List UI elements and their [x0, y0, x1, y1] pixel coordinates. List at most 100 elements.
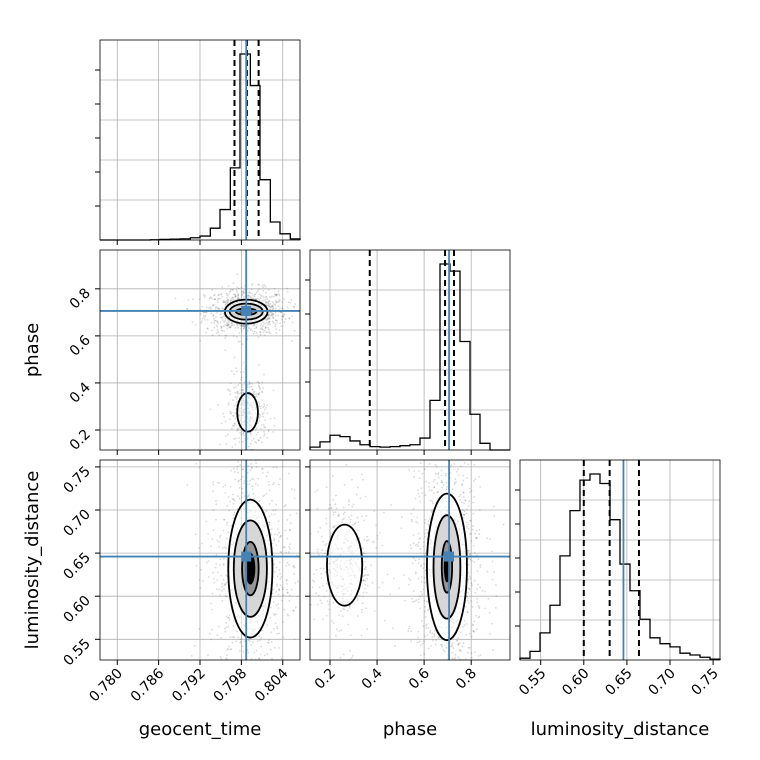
sample-point — [278, 561, 281, 564]
sample-point — [420, 487, 423, 490]
sample-point — [288, 600, 291, 602]
sample-point — [264, 426, 267, 429]
sample-point — [469, 491, 471, 494]
sample-point — [267, 323, 270, 326]
sample-point — [234, 478, 237, 481]
sample-point — [305, 570, 307, 572]
sample-point — [231, 296, 234, 299]
sample-point — [435, 639, 438, 642]
sample-point — [231, 636, 234, 638]
sample-point — [265, 319, 268, 322]
sample-point — [229, 418, 231, 420]
sample-point — [455, 453, 457, 455]
sample-point — [444, 472, 447, 475]
sample-point — [420, 620, 423, 622]
sample-point — [437, 473, 439, 475]
sample-point — [315, 592, 318, 595]
sample-point — [260, 428, 262, 430]
sample-point — [464, 499, 466, 501]
sample-point — [223, 627, 226, 630]
sample-point — [362, 579, 365, 581]
sample-point — [273, 563, 276, 566]
contour-line — [440, 540, 454, 594]
sample-point — [222, 529, 225, 532]
sample-point — [253, 293, 256, 296]
sample-point — [255, 462, 257, 465]
sample-point — [362, 575, 365, 578]
sample-point — [432, 704, 434, 706]
sample-point — [325, 614, 328, 617]
sample-point — [246, 437, 249, 440]
sample-point — [236, 391, 239, 394]
sample-point — [293, 638, 296, 641]
sample-point — [233, 423, 236, 426]
sample-point — [214, 319, 217, 322]
sample-point — [271, 305, 274, 308]
sample-point — [226, 324, 229, 327]
sample-point — [227, 496, 230, 498]
sample-point — [217, 331, 220, 334]
sample-point — [337, 513, 340, 515]
sample-point — [348, 516, 350, 519]
sample-point — [283, 321, 286, 324]
sample-point — [220, 326, 223, 328]
sample-point — [215, 563, 218, 565]
sample-point — [415, 599, 418, 602]
sample-point — [439, 644, 442, 646]
sample-point — [441, 481, 444, 484]
sample-point — [366, 628, 369, 631]
sample-point — [343, 608, 346, 611]
sample-point — [267, 314, 270, 317]
sample-point — [422, 642, 424, 645]
sample-point — [440, 701, 442, 703]
sample-point — [260, 327, 262, 329]
sample-point — [359, 497, 362, 500]
sample-point — [210, 440, 212, 442]
sample-point — [347, 623, 350, 626]
sample-point — [236, 390, 239, 393]
sample-point — [263, 430, 265, 433]
sample-point — [282, 595, 284, 597]
sample-point — [233, 704, 235, 706]
sample-point — [269, 617, 272, 619]
y-tick-label: 0.4 — [67, 379, 94, 406]
sample-point — [268, 523, 271, 526]
sample-point — [463, 510, 466, 513]
sample-point — [236, 451, 238, 453]
sample-point — [422, 588, 425, 591]
sample-point — [216, 332, 218, 335]
sample-point — [237, 340, 240, 343]
sample-point — [319, 599, 322, 602]
sample-point — [219, 564, 222, 566]
sample-point — [274, 509, 277, 512]
sample-point — [440, 481, 443, 484]
sample-point — [222, 485, 225, 488]
sample-point — [320, 577, 323, 579]
sample-point — [449, 645, 452, 648]
sample-point — [465, 623, 468, 625]
sample-point — [265, 666, 267, 668]
sample-point — [459, 693, 461, 695]
sample-point — [243, 291, 246, 294]
sample-point — [269, 648, 272, 651]
sample-point — [258, 393, 260, 396]
sample-point — [239, 649, 241, 652]
sample-point — [211, 592, 214, 595]
sample-point — [261, 451, 263, 453]
sample-point — [268, 521, 271, 524]
sample-point — [236, 427, 239, 430]
sample-point — [228, 326, 231, 329]
sample-point — [261, 468, 263, 470]
sample-point — [415, 571, 417, 573]
sample-point — [450, 712, 452, 714]
sample-point — [218, 482, 221, 484]
sample-point — [472, 501, 474, 504]
sample-point — [478, 533, 481, 536]
sample-point — [253, 497, 256, 500]
sample-point — [424, 518, 427, 521]
sample-point — [328, 503, 331, 506]
sample-point — [329, 532, 332, 535]
sample-point — [436, 662, 438, 664]
sample-point — [236, 401, 238, 403]
sample-point — [202, 311, 205, 314]
